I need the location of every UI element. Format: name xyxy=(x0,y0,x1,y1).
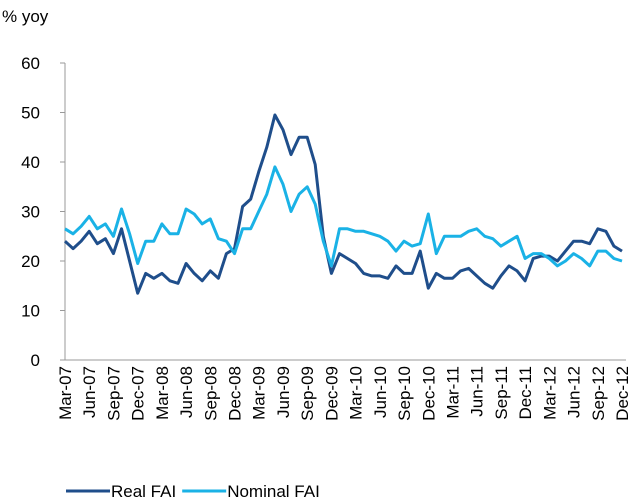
x-tick-label: Sep-09 xyxy=(298,366,317,421)
x-tick-label: Mar-12 xyxy=(540,366,559,420)
x-tick-label: Mar-10 xyxy=(347,366,366,420)
y-tick-label: 0 xyxy=(31,351,40,370)
y-tick-label: 20 xyxy=(21,252,40,271)
y-tick-label: 30 xyxy=(21,203,40,222)
x-tick-label: Jun-10 xyxy=(371,366,390,418)
x-tick-label: Jun-11 xyxy=(468,366,487,417)
legend-label: Nominal FAI xyxy=(227,482,320,501)
x-tick-label: Mar-07 xyxy=(56,366,75,420)
x-tick-label: Dec-10 xyxy=(419,366,438,421)
series-line xyxy=(63,113,623,295)
x-tick-label: Dec-11 xyxy=(516,366,535,420)
y-tick-label: 50 xyxy=(21,104,40,123)
x-tick-label: Sep-10 xyxy=(395,366,414,421)
x-tick-label: Jun-09 xyxy=(274,366,293,418)
x-tick-label: Jun-08 xyxy=(177,366,196,418)
x-tick-label: Dec-07 xyxy=(129,366,148,421)
y-tick-label: 40 xyxy=(21,153,40,172)
x-tick-label: Sep-12 xyxy=(589,366,608,421)
x-tick-label: Mar-11 xyxy=(443,366,462,419)
y-axis-label: % yoy xyxy=(2,7,49,26)
x-tick-label: Dec-09 xyxy=(322,366,341,421)
x-tick-label: Dec-12 xyxy=(613,366,632,421)
legend-label: Real FAI xyxy=(111,482,176,501)
x-tick-label: Jun-12 xyxy=(565,366,584,418)
x-tick-label: Sep-11 xyxy=(492,366,511,420)
y-tick-label: 10 xyxy=(21,302,40,321)
x-tick-label: Mar-09 xyxy=(250,366,269,420)
x-tick-label: Sep-07 xyxy=(104,366,123,421)
y-tick-label: 60 xyxy=(21,54,40,73)
x-tick-label: Mar-08 xyxy=(153,366,172,420)
x-tick-label: Sep-08 xyxy=(201,366,220,421)
series-line xyxy=(64,165,623,268)
x-tick-label: Dec-08 xyxy=(226,366,245,421)
x-tick-label: Jun-07 xyxy=(80,366,99,418)
